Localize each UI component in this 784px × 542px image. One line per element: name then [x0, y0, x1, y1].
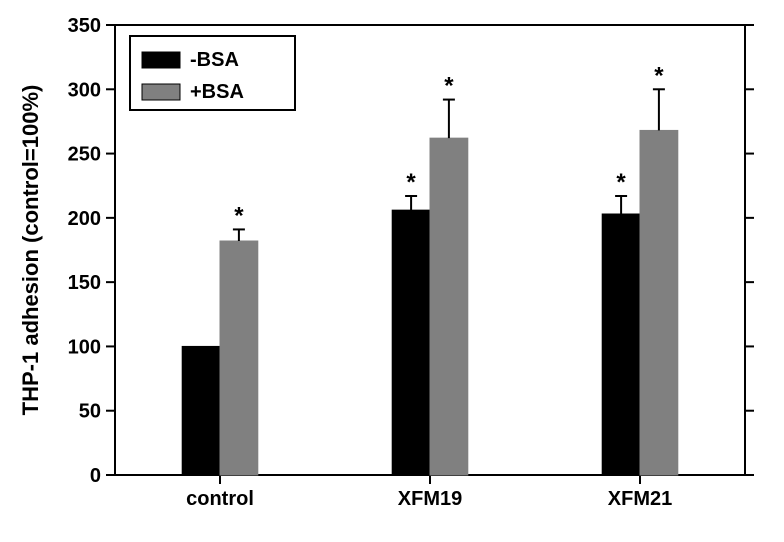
- bar-chart: 0 50 100 150 200 250 300 350 THP-1 adhesion (con…: [0, 0, 784, 542]
- svg-text:250: 250: [68, 144, 101, 166]
- svg-text:control: control: [186, 488, 254, 510]
- svg-text:200: 200: [68, 208, 101, 230]
- svg-text:0: 0: [90, 465, 101, 487]
- svg-text:+BSA: +BSA: [190, 81, 244, 103]
- svg-text:XFM19: XFM19: [398, 488, 462, 510]
- svg-text:100: 100: [68, 336, 101, 358]
- svg-text:50: 50: [79, 401, 101, 423]
- svg-text:*: *: [654, 62, 664, 89]
- chart-svg: 0 50 100 150 200 250 300 350 THP-1 adhesion (con…: [0, 0, 784, 542]
- svg-text:*: *: [444, 73, 454, 100]
- svg-text:*: *: [616, 169, 626, 196]
- svg-text:-BSA: -BSA: [190, 49, 239, 71]
- svg-text:*: *: [406, 169, 416, 196]
- svg-text:XFM21: XFM21: [608, 488, 672, 510]
- svg-text:THP-1 adhesion (control=100%): THP-1 adhesion (control=100%): [18, 85, 43, 416]
- svg-text:150: 150: [68, 272, 101, 294]
- svg-text:300: 300: [68, 79, 101, 101]
- svg-text:*: *: [234, 202, 244, 229]
- svg-text:350: 350: [68, 15, 101, 37]
